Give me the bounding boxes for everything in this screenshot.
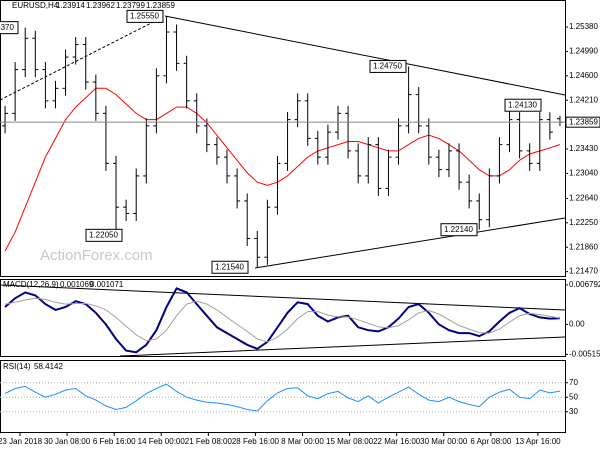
watermark: ActionForex.com bbox=[40, 247, 153, 264]
last-price-label: 1.23859 bbox=[569, 117, 598, 126]
x-tick-label: 28 Feb 16:00 bbox=[232, 437, 280, 446]
macd-frame bbox=[0, 279, 566, 357]
trend-line bbox=[0, 284, 566, 311]
y-tick-label: 1.22640 bbox=[569, 194, 598, 203]
last-high: 1.23962 bbox=[86, 1, 115, 10]
level-box bbox=[0, 21, 19, 35]
y-tick-label: 1.23430 bbox=[569, 144, 598, 153]
last-close: 1.23859 bbox=[146, 1, 175, 10]
level-label: 1.24130 bbox=[508, 100, 537, 109]
trend-line bbox=[0, 15, 166, 101]
x-tick-label: 30 Jan 08:00 bbox=[44, 437, 91, 446]
x-tick-label: 30 Mar 00:00 bbox=[420, 437, 468, 446]
price-frame bbox=[0, 0, 566, 277]
level-box bbox=[85, 228, 123, 242]
series-line bbox=[4, 297, 561, 343]
y-tick-label: 1.21860 bbox=[569, 242, 598, 251]
level-label: 1.22050 bbox=[89, 230, 118, 239]
y-tick-label: 1.22250 bbox=[569, 218, 598, 227]
trend-line bbox=[164, 15, 566, 96]
trend-lines bbox=[0, 15, 566, 357]
y-tick-label: 1.24210 bbox=[569, 95, 598, 104]
x-tick-label: 23 Jan 2018 bbox=[0, 437, 43, 446]
macd-value: 0.001069 bbox=[60, 280, 94, 289]
rsi-title: RSI(14) bbox=[3, 362, 31, 371]
x-tick-label: 22 Mar 16:00 bbox=[373, 437, 421, 446]
level-box bbox=[504, 98, 542, 112]
symbol-label: EURUSD,H4 bbox=[12, 1, 59, 10]
x-tick-label: 14 Feb 00:00 bbox=[138, 437, 186, 446]
rsi-frame bbox=[0, 360, 566, 433]
trend-line bbox=[254, 217, 566, 269]
macd-signal-value: 0.001071 bbox=[90, 280, 124, 289]
level-box bbox=[440, 223, 478, 237]
panel-frames bbox=[0, 0, 566, 433]
y-tick-label: 1.24990 bbox=[569, 47, 598, 56]
level-label: 1.22140 bbox=[444, 225, 473, 234]
y-tick-label: 1.23040 bbox=[569, 169, 598, 178]
y-tick-label: 70 bbox=[569, 378, 578, 387]
last-price-box bbox=[565, 116, 600, 128]
level-box bbox=[369, 59, 407, 73]
last-open: 1.23914 bbox=[56, 1, 85, 10]
x-tick-label: 15 Mar 08:00 bbox=[326, 437, 374, 446]
x-tick-label: 21 Feb 08:00 bbox=[185, 437, 233, 446]
x-tick-label: 8 Mar 00:00 bbox=[281, 437, 324, 446]
series-line bbox=[4, 87, 561, 252]
y-tick-label: 1.25380 bbox=[569, 22, 598, 31]
y-tick-label: 1.24600 bbox=[569, 71, 598, 80]
y-tick-label: 0.00 bbox=[569, 320, 585, 329]
level-label: 1.24750 bbox=[373, 62, 402, 71]
series-line bbox=[4, 383, 561, 412]
level-label: 1.25550 bbox=[130, 11, 159, 20]
y-tick-label: 50 bbox=[569, 392, 578, 401]
last-low: 1.23799 bbox=[116, 1, 145, 10]
level-label: 1.21540 bbox=[215, 262, 244, 271]
y-tick-label: 30 bbox=[569, 407, 578, 416]
y-tick-label: 0.006792 bbox=[569, 280, 600, 289]
x-tick-label: 6 Feb 16:00 bbox=[93, 437, 136, 446]
y-tick-label: 1.21470 bbox=[569, 267, 598, 276]
level-box bbox=[211, 260, 249, 274]
rsi-value: 58.4142 bbox=[34, 362, 63, 371]
level-box bbox=[126, 9, 164, 23]
trend-line bbox=[119, 336, 566, 357]
x-tick-label: 6 Apr 08:00 bbox=[470, 437, 511, 446]
series-line bbox=[4, 287, 561, 354]
level-label: 1.25370 bbox=[0, 23, 14, 32]
macd-title: MACD(12,26,9) bbox=[3, 280, 59, 289]
x-tick-label: 13 Apr 16:00 bbox=[515, 437, 561, 446]
